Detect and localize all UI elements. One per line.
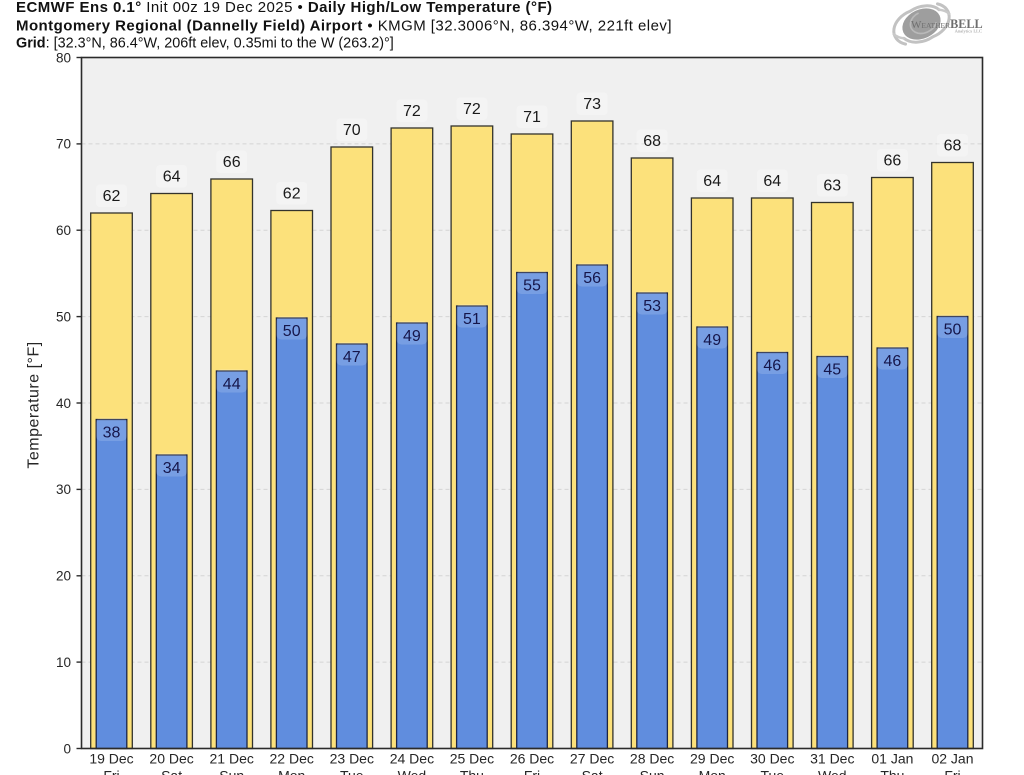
svg-text:60: 60 bbox=[56, 223, 71, 238]
svg-text:40: 40 bbox=[56, 396, 71, 411]
svg-text:49: 49 bbox=[703, 332, 721, 349]
svg-text:64: 64 bbox=[763, 173, 781, 190]
svg-text:47: 47 bbox=[343, 349, 361, 366]
svg-text:46: 46 bbox=[884, 353, 902, 370]
svg-text:50: 50 bbox=[56, 309, 71, 324]
svg-text:56: 56 bbox=[583, 270, 601, 287]
svg-text:24 Dec: 24 Dec bbox=[390, 751, 434, 767]
svg-text:51: 51 bbox=[463, 311, 481, 328]
svg-text:Montgomery Regional (Dannelly: Montgomery Regional (Dannelly Field) Air… bbox=[16, 18, 672, 35]
svg-text:25 Dec: 25 Dec bbox=[450, 751, 494, 767]
svg-text:50: 50 bbox=[944, 322, 962, 339]
svg-text:70: 70 bbox=[343, 122, 361, 139]
svg-text:70: 70 bbox=[56, 137, 71, 152]
svg-text:Thu: Thu bbox=[460, 768, 484, 775]
svg-text:20 Dec: 20 Dec bbox=[149, 751, 193, 767]
svg-text:72: 72 bbox=[403, 103, 421, 120]
svg-text:44: 44 bbox=[223, 376, 241, 393]
svg-text:63: 63 bbox=[823, 178, 841, 195]
svg-text:71: 71 bbox=[523, 109, 541, 126]
svg-text:38: 38 bbox=[103, 425, 121, 442]
svg-text:72: 72 bbox=[463, 101, 481, 118]
svg-text:28 Dec: 28 Dec bbox=[630, 751, 674, 767]
svg-text:Mon: Mon bbox=[278, 768, 305, 775]
svg-text:Fri: Fri bbox=[103, 768, 119, 775]
svg-text:50: 50 bbox=[283, 323, 301, 340]
svg-text:Analytics LLC: Analytics LLC bbox=[955, 29, 982, 34]
svg-text:10: 10 bbox=[56, 655, 71, 670]
svg-text:Tue: Tue bbox=[760, 768, 784, 775]
svg-text:23 Dec: 23 Dec bbox=[330, 751, 374, 767]
svg-text:62: 62 bbox=[283, 186, 301, 203]
svg-text:68: 68 bbox=[944, 138, 962, 155]
svg-text:80: 80 bbox=[56, 50, 71, 65]
svg-text:30 Dec: 30 Dec bbox=[750, 751, 794, 767]
svg-text:26 Dec: 26 Dec bbox=[510, 751, 554, 767]
svg-text:34: 34 bbox=[163, 460, 181, 477]
svg-text:30: 30 bbox=[56, 482, 71, 497]
svg-text:73: 73 bbox=[583, 96, 601, 113]
svg-text:02 Jan: 02 Jan bbox=[931, 751, 973, 767]
svg-text:Thu: Thu bbox=[880, 768, 904, 775]
svg-text:Grid: [32.3°N, 86.4°W, 206ft e: Grid: [32.3°N, 86.4°W, 206ft elev, 0.35m… bbox=[16, 36, 394, 52]
svg-text:68: 68 bbox=[643, 133, 661, 150]
svg-text:19 Dec: 19 Dec bbox=[89, 751, 133, 767]
svg-text:31 Dec: 31 Dec bbox=[810, 751, 854, 767]
svg-text:Wed: Wed bbox=[818, 768, 847, 775]
svg-text:Sat: Sat bbox=[161, 768, 182, 775]
svg-text:Mon: Mon bbox=[699, 768, 726, 775]
svg-text:01 Jan: 01 Jan bbox=[871, 751, 913, 767]
svg-text:Fri: Fri bbox=[944, 768, 960, 775]
svg-text:WEATHERBELL: WEATHERBELL bbox=[911, 17, 983, 31]
svg-text:64: 64 bbox=[163, 169, 181, 186]
svg-text:Temperature [°F]: Temperature [°F] bbox=[26, 341, 43, 468]
svg-text:66: 66 bbox=[884, 153, 902, 170]
svg-text:22 Dec: 22 Dec bbox=[270, 751, 314, 767]
svg-text:49: 49 bbox=[403, 328, 421, 345]
svg-text:Sun: Sun bbox=[640, 768, 665, 775]
svg-text:66: 66 bbox=[223, 154, 241, 171]
svg-text:29 Dec: 29 Dec bbox=[690, 751, 734, 767]
svg-text:46: 46 bbox=[763, 358, 781, 375]
svg-text:53: 53 bbox=[643, 298, 661, 315]
svg-text:Fri: Fri bbox=[524, 768, 540, 775]
svg-text:Sat: Sat bbox=[582, 768, 603, 775]
svg-text:64: 64 bbox=[703, 173, 721, 190]
svg-text:Wed: Wed bbox=[398, 768, 427, 775]
svg-text:20: 20 bbox=[56, 569, 71, 584]
svg-text:21 Dec: 21 Dec bbox=[210, 751, 254, 767]
svg-text:27 Dec: 27 Dec bbox=[570, 751, 614, 767]
svg-text:Sun: Sun bbox=[219, 768, 244, 775]
svg-text:45: 45 bbox=[823, 362, 841, 379]
svg-text:62: 62 bbox=[103, 188, 121, 205]
svg-text:ECMWF Ens 0.1° Init 00z 19 Dec: ECMWF Ens 0.1° Init 00z 19 Dec 2025 • Da… bbox=[16, 0, 553, 16]
svg-text:55: 55 bbox=[523, 278, 541, 295]
svg-text:0: 0 bbox=[63, 741, 71, 756]
svg-text:Tue: Tue bbox=[340, 768, 364, 775]
